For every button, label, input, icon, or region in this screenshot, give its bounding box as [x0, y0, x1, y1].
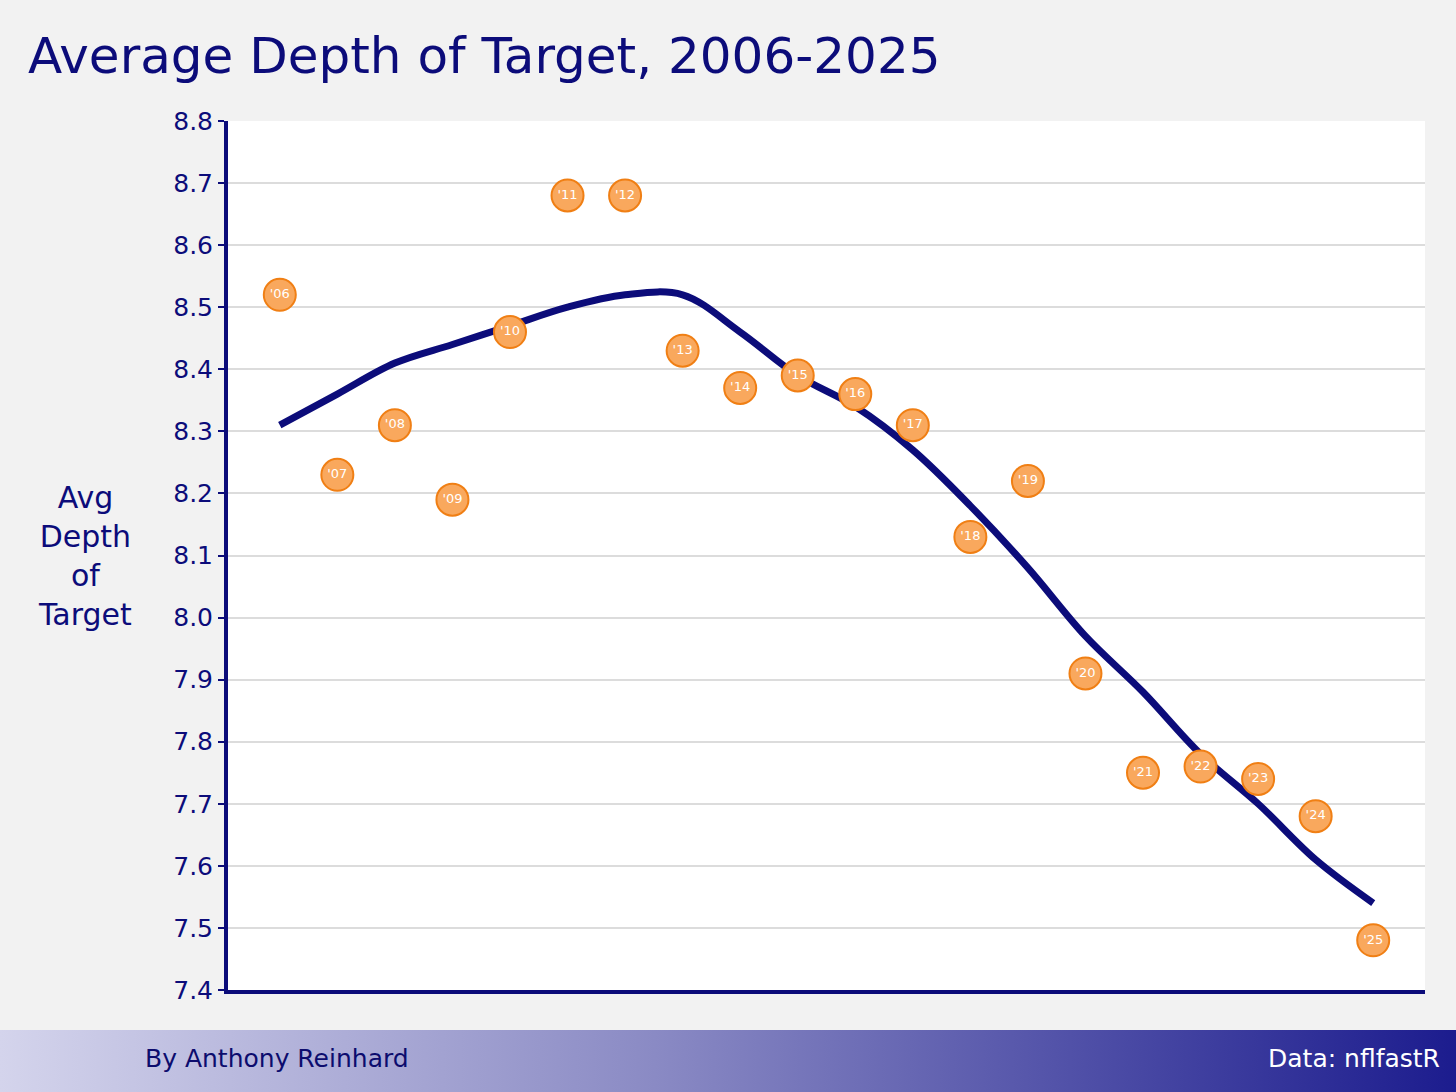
svg-text:'09: '09 — [442, 491, 462, 506]
svg-text:7.6: 7.6 — [173, 852, 213, 881]
svg-text:8.1: 8.1 — [173, 541, 213, 570]
svg-text:'12: '12 — [615, 187, 635, 202]
svg-text:'24: '24 — [1306, 807, 1326, 822]
svg-text:Average Depth of Target, 2006-: Average Depth of Target, 2006-2025 — [28, 27, 941, 85]
svg-text:'10: '10 — [500, 323, 520, 338]
svg-text:'25: '25 — [1363, 932, 1383, 947]
svg-text:'16: '16 — [845, 385, 865, 400]
svg-text:7.4: 7.4 — [173, 976, 213, 1005]
svg-text:'19: '19 — [1018, 472, 1038, 487]
svg-text:'21: '21 — [1133, 764, 1153, 779]
svg-text:'18: '18 — [960, 528, 980, 543]
svg-text:7.9: 7.9 — [173, 665, 213, 694]
svg-text:'15: '15 — [788, 367, 808, 382]
svg-text:'06: '06 — [270, 286, 290, 301]
svg-text:'23: '23 — [1248, 770, 1268, 785]
svg-text:AvgDepthofTarget: AvgDepthofTarget — [38, 480, 132, 632]
svg-text:8.6: 8.6 — [173, 231, 213, 260]
svg-text:8.0: 8.0 — [173, 603, 213, 632]
svg-text:8.8: 8.8 — [173, 107, 213, 136]
html-text:Data: nflfastR: Data: nflfastR — [1268, 1044, 1440, 1073]
svg-text:7.7: 7.7 — [173, 790, 213, 819]
svg-text:'11: '11 — [557, 187, 577, 202]
svg-text:'08: '08 — [385, 416, 405, 431]
svg-text:7.5: 7.5 — [173, 914, 213, 943]
svg-text:'17: '17 — [903, 416, 923, 431]
svg-text:7.8: 7.8 — [173, 727, 213, 756]
svg-text:'20: '20 — [1075, 665, 1095, 680]
svg-text:'07: '07 — [327, 466, 347, 481]
svg-text:8.7: 8.7 — [173, 169, 213, 198]
svg-text:8.4: 8.4 — [173, 355, 213, 384]
svg-text:'14: '14 — [730, 379, 750, 394]
svg-text:8.5: 8.5 — [173, 293, 213, 322]
svg-text:'13: '13 — [673, 342, 693, 357]
html-text:By Anthony Reinhard: By Anthony Reinhard — [145, 1044, 409, 1073]
svg-text:8.3: 8.3 — [173, 417, 213, 446]
svg-text:'22: '22 — [1190, 758, 1210, 773]
svg-text:8.2: 8.2 — [173, 479, 213, 508]
